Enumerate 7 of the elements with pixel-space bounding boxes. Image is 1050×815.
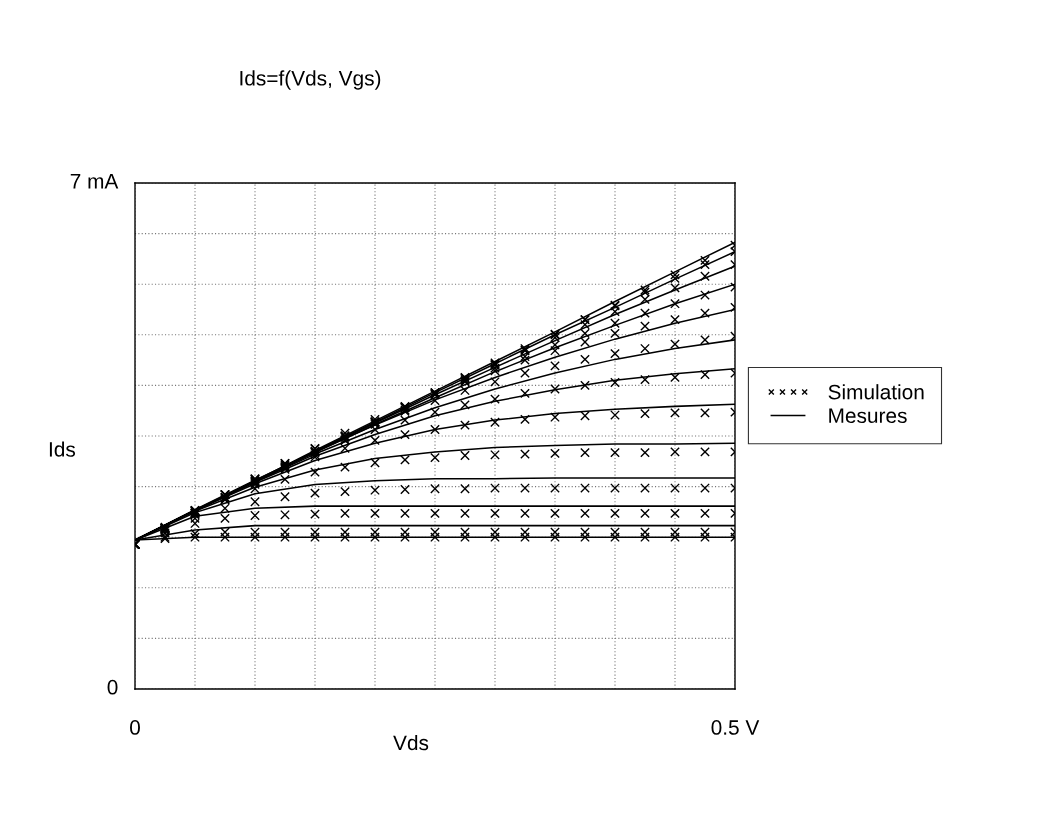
x-tick-label: 0.5 V	[711, 720, 760, 735]
legend-label: Mesures	[829, 408, 907, 424]
legend-label: Simulation	[828, 384, 924, 400]
x-axis-title: Vds	[393, 734, 429, 751]
chart-title: Ids=f(Vds, Vgs)	[240, 70, 381, 90]
y-axis-title: Ids	[49, 441, 76, 457]
y-tick-label: 7 mA	[70, 174, 119, 189]
